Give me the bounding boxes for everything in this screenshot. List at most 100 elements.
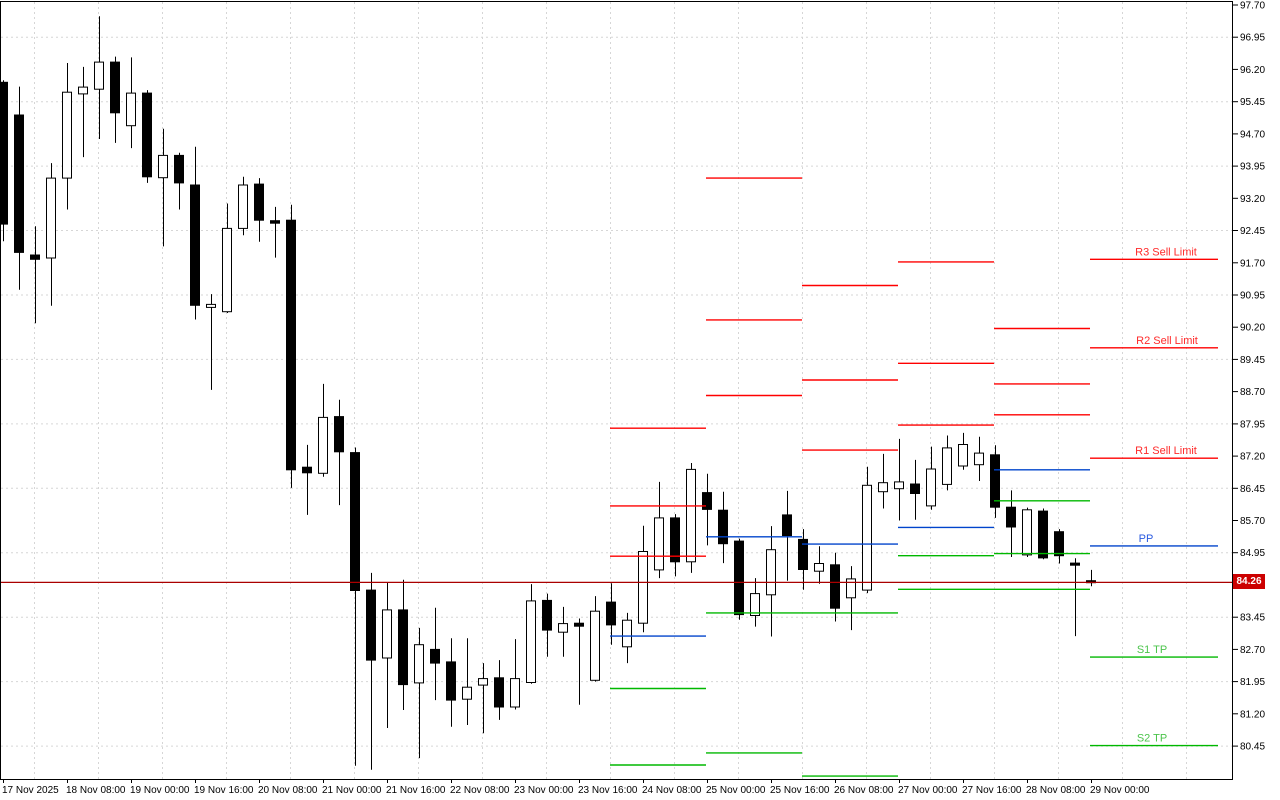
time-tick-label: 24 Nov 08:00 — [642, 785, 702, 796]
candle-body — [574, 622, 584, 627]
candle-bearish — [1054, 529, 1064, 564]
time-tick-label: 17 Nov 2025 — [2, 785, 59, 796]
candle-body — [206, 303, 216, 308]
candle-bearish — [398, 579, 408, 710]
time-tick-label: 27 Nov 16:00 — [962, 785, 1022, 796]
candle-body — [654, 517, 664, 571]
candle-body — [814, 563, 824, 572]
candle-body — [638, 551, 648, 624]
time-tick-label: 29 Nov 00:00 — [1090, 785, 1150, 796]
price-tick-label: 89.45 — [1240, 355, 1265, 366]
candle-body — [782, 514, 792, 537]
price-tick-label: 90.20 — [1240, 323, 1265, 334]
candle-body — [974, 452, 984, 466]
time-tick-label: 27 Nov 00:00 — [898, 785, 958, 796]
candle-bearish — [174, 152, 184, 210]
candle-body — [446, 661, 456, 701]
time-tick-label: 22 Nov 08:00 — [450, 785, 510, 796]
price-axis[interactable]: 97.70 96.95 96.20 95.45 94.70 93.95 93.20 92.45… — [1232, 1, 1265, 753]
candle-bearish — [14, 86, 24, 290]
candle-body — [894, 481, 904, 490]
candle-body — [702, 492, 712, 510]
candle-bearish — [670, 514, 680, 577]
candle-bullish — [958, 432, 968, 470]
candle-body — [430, 648, 440, 664]
candle-body — [798, 538, 808, 571]
candle-bearish — [910, 459, 920, 520]
candle-body — [142, 92, 152, 178]
candle-body — [526, 600, 536, 684]
candle-body — [686, 468, 696, 563]
candle-bullish — [206, 294, 216, 390]
candle-body — [510, 678, 520, 708]
candle-bearish — [782, 490, 792, 581]
candle-bearish — [830, 552, 840, 622]
time-tick-label: 26 Nov 08:00 — [834, 785, 894, 796]
candle-bullish — [638, 525, 648, 633]
candle-body — [270, 220, 280, 224]
candle-body — [878, 482, 888, 493]
pivot-label: R1 Sell Limit — [1135, 445, 1197, 457]
candle-bearish — [494, 660, 504, 720]
price-tick-label: 86.45 — [1240, 484, 1265, 495]
candle-bullish — [94, 16, 104, 139]
candle-bullish — [894, 438, 904, 521]
candle-body — [318, 416, 328, 474]
candle-bullish — [862, 466, 872, 594]
candle-body — [590, 610, 600, 681]
candle-body — [30, 254, 40, 260]
candle-body — [14, 114, 24, 253]
candle-bearish — [702, 473, 712, 546]
candle-bullish — [622, 612, 632, 664]
pivot-label: PP — [1139, 533, 1154, 545]
time-tick-label: 23 Nov 16:00 — [578, 785, 638, 796]
candle-bearish — [350, 447, 360, 766]
time-tick-label: 20 Nov 08:00 — [258, 785, 318, 796]
price-tick-label: 94.70 — [1240, 129, 1265, 140]
time-tick-label: 19 Nov 16:00 — [194, 785, 254, 796]
time-axis[interactable]: 17 Nov 2025 18 Nov 08:00 19 Nov 00:00 19 No… — [2, 779, 1150, 796]
price-tick-label: 82.70 — [1240, 645, 1265, 656]
candle-bullish — [510, 639, 520, 710]
candle-bearish — [718, 491, 728, 564]
candle-body — [670, 517, 680, 563]
candle-bullish — [590, 596, 600, 682]
candle-body — [174, 154, 184, 184]
candle-body — [78, 86, 88, 95]
price-tick-label: 91.70 — [1240, 258, 1265, 269]
candle-body — [734, 540, 744, 616]
candle-bearish — [606, 583, 616, 645]
pivot-segments — [610, 177, 1218, 777]
candle-bearish — [366, 572, 376, 770]
plot-border — [0, 1, 1233, 780]
time-tick-label: 28 Nov 08:00 — [1026, 785, 1086, 796]
candle-bearish — [254, 178, 264, 242]
pivot-label: S1 TP — [1137, 644, 1167, 656]
candle-bullish — [878, 453, 888, 509]
candle-bearish — [334, 399, 344, 506]
price-tick-label: 93.95 — [1240, 162, 1265, 173]
price-tick-label: 85.70 — [1240, 516, 1265, 527]
candle-body — [286, 219, 296, 471]
candle-bearish — [1086, 569, 1096, 587]
candle-bullish — [222, 203, 232, 313]
candle-body — [414, 644, 424, 684]
price-tick-label: 93.20 — [1240, 194, 1265, 205]
candle-bearish — [430, 607, 440, 701]
candle-body — [1070, 562, 1080, 566]
candle-body — [334, 416, 344, 453]
time-tick-label: 19 Nov 00:00 — [130, 785, 190, 796]
candle-bullish — [654, 481, 664, 579]
price-tick-label: 87.20 — [1240, 452, 1265, 463]
candle-body — [494, 677, 504, 708]
candle-bullish — [750, 578, 760, 627]
candle-body — [622, 619, 632, 648]
candle-body — [62, 91, 72, 179]
candle-bullish — [974, 436, 984, 481]
pivot-label: S2 TP — [1137, 733, 1167, 745]
candle-bearish — [142, 90, 152, 183]
candle-body — [910, 483, 920, 494]
time-tick-label: 25 Nov 00:00 — [706, 785, 766, 796]
